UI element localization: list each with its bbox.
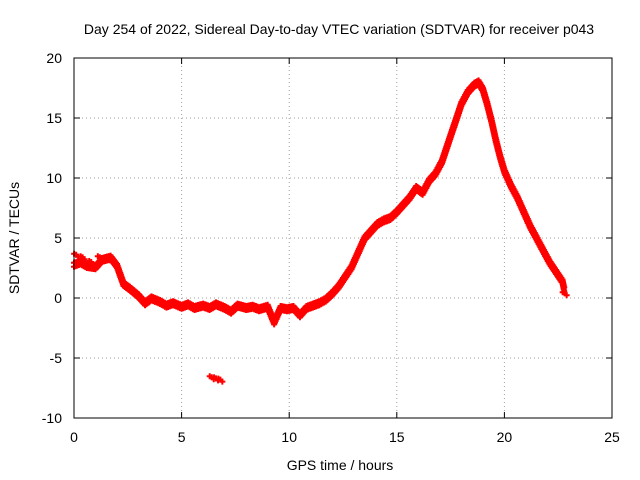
y-tick-label: 15 — [46, 110, 62, 126]
y-tick-label: 5 — [54, 230, 62, 246]
data-point-marker — [103, 254, 110, 261]
data-point-marker — [206, 373, 213, 380]
y-tick-label: 10 — [46, 170, 62, 186]
x-tick-label: 20 — [497, 429, 513, 445]
y-tick-label: -10 — [42, 410, 62, 426]
data-point-marker — [561, 284, 568, 291]
y-tick-label: -5 — [50, 350, 63, 366]
data-point-marker — [219, 378, 226, 385]
y-axis-label: SDTVAR / TECUs — [6, 182, 22, 294]
data-point-marker — [563, 292, 570, 299]
data-point-marker — [211, 374, 218, 381]
x-tick-label: 0 — [70, 429, 78, 445]
y-tick-label: 0 — [54, 290, 62, 306]
plot-frame — [73, 57, 613, 419]
x-tick-label: 25 — [604, 429, 620, 445]
data-point-marker — [81, 256, 88, 263]
y-tick-label: 20 — [46, 50, 62, 66]
data-point-marker — [94, 253, 101, 260]
chart-title: Day 254 of 2022, Sidereal Day-to-day VTE… — [84, 21, 594, 37]
axis-ticks: 0 5 10 15 20 25 -10 -5 0 5 10 15 20 — [42, 50, 620, 445]
data-points — [71, 77, 570, 385]
data-point-marker — [215, 375, 222, 382]
x-tick-label: 5 — [178, 429, 186, 445]
data-point-marker — [98, 256, 105, 263]
data-point-marker — [107, 257, 114, 264]
data-point-marker — [90, 261, 97, 267]
x-tick-label: 15 — [389, 429, 405, 445]
x-tick-label: 10 — [281, 429, 297, 445]
data-point-marker — [77, 253, 84, 260]
x-axis-label: GPS time / hours — [287, 457, 394, 473]
grid — [74, 58, 612, 418]
data-point-marker — [559, 289, 566, 296]
data-point-marker — [86, 258, 93, 264]
